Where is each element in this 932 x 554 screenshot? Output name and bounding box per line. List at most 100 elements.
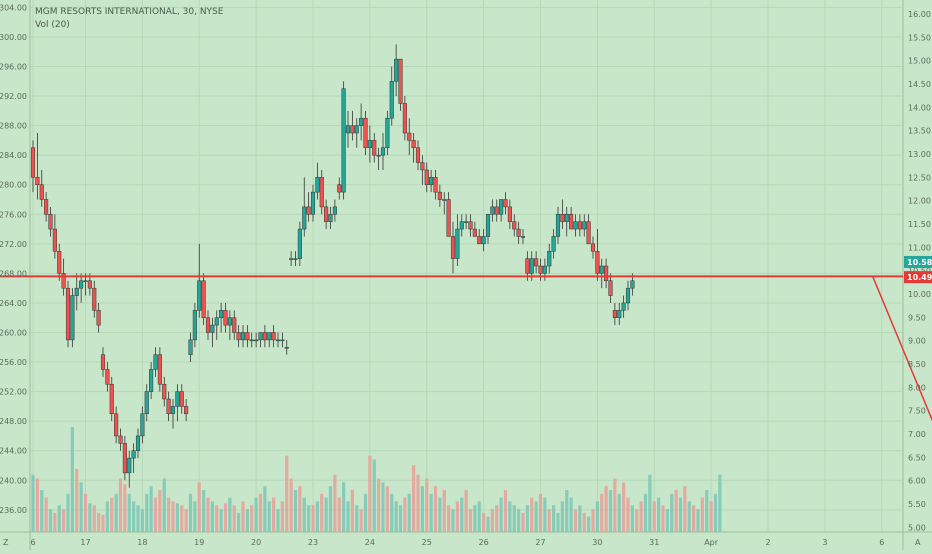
candle-body [297, 228, 302, 259]
candle-body [79, 280, 84, 289]
volume-bar [293, 490, 298, 532]
candle-body [389, 81, 394, 119]
candle-body [227, 317, 232, 326]
candles [30, 44, 635, 488]
candle-body [341, 88, 346, 193]
candle-body [92, 287, 97, 311]
candle-body [280, 339, 285, 342]
volume-bar [237, 512, 241, 532]
right-axis-tick-label: 7.50 [908, 407, 926, 416]
volume-bar [670, 493, 674, 532]
volume-bar [162, 478, 166, 532]
volume-bar [149, 486, 153, 532]
volume-bar [272, 497, 276, 532]
auto-scale-corner-label[interactable]: A [915, 538, 921, 547]
volume-bar [342, 482, 346, 532]
volume-bar [639, 501, 643, 532]
volume-bar [460, 497, 464, 532]
right-axis-tick-label: 9.00 [908, 337, 926, 346]
candle-body [175, 391, 180, 407]
volume-bar [70, 427, 74, 532]
candle-body [529, 258, 534, 274]
candle-body [345, 125, 351, 134]
candle-body [415, 147, 421, 163]
volume-bar [648, 474, 652, 532]
volume-bar [258, 493, 263, 532]
volume-bar [276, 509, 280, 532]
arrow-shaft[interactable] [872, 276, 932, 457]
candle-body [114, 413, 119, 437]
time-axis-label: 3 [822, 538, 827, 547]
volume-bar [700, 497, 704, 532]
volume-bar [35, 478, 39, 532]
candle-body [617, 310, 622, 318]
volume-bar [355, 505, 359, 532]
volume-bar [110, 497, 114, 532]
candle-body [131, 450, 136, 459]
candle-body [599, 265, 604, 274]
volume-bar [57, 505, 61, 532]
volume-bar [83, 493, 88, 532]
candle-body [481, 236, 486, 245]
volume-bar [311, 505, 315, 532]
candle-body [122, 443, 127, 474]
volume-bar [153, 497, 158, 532]
volume-bar [455, 501, 459, 532]
left-price-axis[interactable]: 304.00 300.00 296.00 292.00 288.00 284.00 280.… [0, 3, 27, 514]
volume-bar [508, 501, 512, 532]
time-axis-label: 19 [194, 538, 204, 547]
volume-bar [412, 465, 416, 532]
volume-bar [468, 509, 473, 532]
candle-body [65, 287, 71, 341]
volume-bar [512, 505, 516, 532]
volume-bar [718, 474, 722, 532]
volume-bar [381, 482, 385, 532]
volume-bar [377, 478, 381, 532]
volume-bar [613, 478, 617, 532]
candle-body [236, 332, 241, 341]
time-axis-label: 23 [308, 538, 318, 547]
zoom-corner-label[interactable]: Z [3, 538, 9, 547]
candle-body [201, 280, 206, 318]
candle-body [433, 177, 438, 193]
candle-body [411, 140, 416, 149]
volume-bar [630, 505, 634, 532]
candle-body [376, 154, 381, 157]
candle-body [100, 354, 106, 370]
left-axis-tick-label: 296.00 [0, 63, 27, 72]
volume-bar [407, 493, 411, 532]
candle-body [140, 413, 145, 437]
volume-bar [503, 490, 508, 532]
volume-bar [442, 490, 446, 532]
volume-bar [477, 501, 481, 532]
candle-body [538, 265, 543, 274]
right-price-axis[interactable]: 16.00 15.50 15.00 14.50 14.00 13.50 13.00 12.50… [904, 10, 932, 532]
volume-bar [315, 501, 319, 532]
candle-body [560, 214, 565, 222]
candle-body [534, 258, 539, 267]
symbol-title: MGM RESORTS INTERNATIONAL, 30, NYSE [35, 7, 224, 17]
volume-bar [180, 505, 184, 532]
volume-bar [127, 493, 131, 532]
left-axis-tick-label: 276.00 [0, 210, 27, 219]
time-axis[interactable]: 61718192023242526273031Apr236789ZA [3, 538, 932, 547]
projection-arrow[interactable] [872, 276, 932, 457]
volume-bar [53, 512, 57, 532]
volume-bar [499, 497, 503, 532]
time-axis-label: 17 [80, 538, 90, 547]
candle-body [39, 184, 44, 200]
volume-bar [197, 482, 201, 532]
candle-body [254, 339, 259, 342]
right-axis-tick-label: 14.00 [908, 103, 931, 112]
volume-bar [569, 497, 573, 532]
volume-bar [394, 501, 398, 532]
candle-body [74, 287, 79, 296]
time-axis-label: 27 [535, 538, 545, 547]
volume-bar [687, 501, 691, 532]
candle-body [166, 398, 171, 415]
left-axis-tick-label: 272.00 [0, 240, 27, 249]
volume-bar [333, 474, 337, 532]
